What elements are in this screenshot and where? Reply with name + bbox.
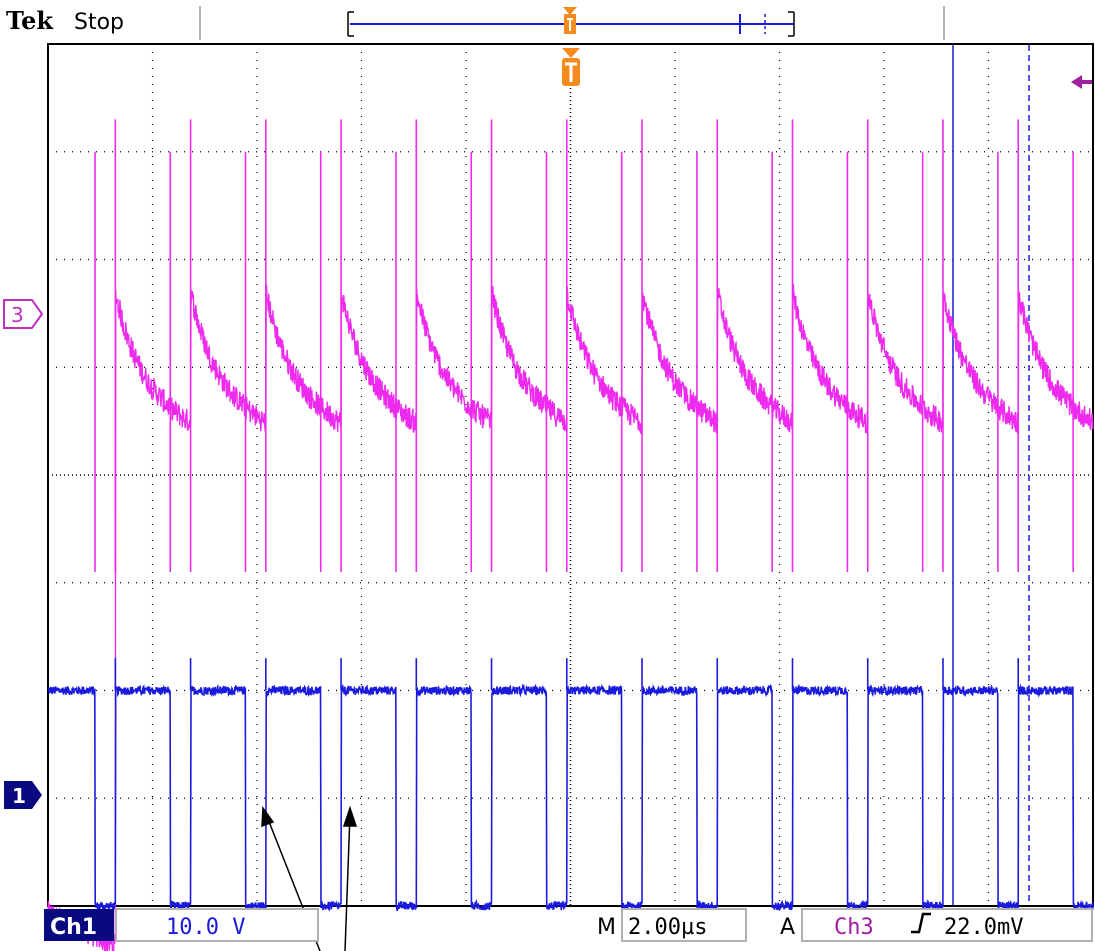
ch3-marker-label: 3 <box>11 303 24 327</box>
run-state-label: Stop <box>74 10 124 35</box>
timebase-prefix: M <box>597 915 616 940</box>
ch1-scale-value: 10.0 V <box>166 915 245 940</box>
trigger-source: Ch3 <box>834 915 874 940</box>
timebase-readout[interactable]: M 2.00µs <box>597 908 747 942</box>
trigger-level-arrow-icon <box>1071 75 1092 89</box>
ch1-footer-label: Ch1 <box>50 915 97 940</box>
ch1-trace <box>47 683 1094 913</box>
trigger-mode: A <box>780 915 795 940</box>
trigger-level: 22.0mV <box>944 915 1023 940</box>
trigger-readout[interactable]: A Ch3 22.0mV <box>780 908 1093 942</box>
trigger-marker-icon <box>562 48 580 86</box>
brand-label: Tek <box>6 6 54 35</box>
plot-area <box>47 43 1094 907</box>
ch1-ground-marker[interactable]: 1 <box>4 781 42 809</box>
ch1-scale-readout[interactable]: Ch1 10.0 V <box>44 908 319 942</box>
rising-edge-icon <box>911 912 931 934</box>
trigger-position-icon <box>563 7 577 34</box>
record-position-bar[interactable] <box>347 7 795 37</box>
ch1-marker-label: 1 <box>12 784 26 808</box>
ch3-ground-marker[interactable]: 3 <box>3 299 44 329</box>
ch3-trace <box>47 283 1094 951</box>
timebase-value: 2.00µs <box>628 915 707 940</box>
